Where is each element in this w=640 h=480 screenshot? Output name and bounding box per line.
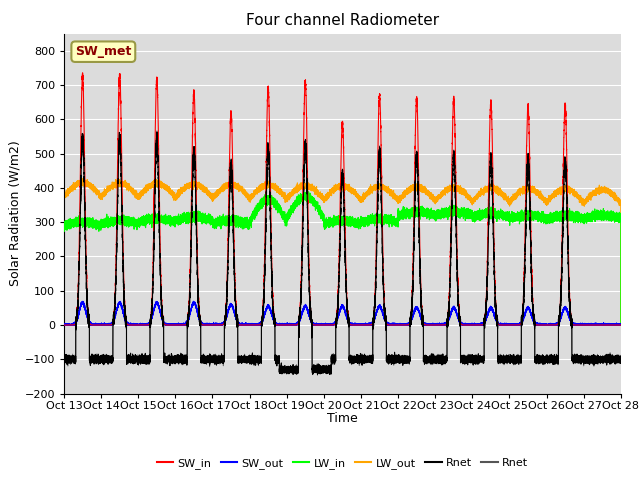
Y-axis label: Solar Radiation (W/m2): Solar Radiation (W/m2)	[9, 141, 22, 287]
Title: Four channel Radiometer: Four channel Radiometer	[246, 13, 439, 28]
Legend: SW_in, SW_out, LW_in, LW_out, Rnet, Rnet: SW_in, SW_out, LW_in, LW_out, Rnet, Rnet	[152, 453, 532, 473]
Text: SW_met: SW_met	[75, 45, 131, 58]
X-axis label: Time: Time	[327, 412, 358, 425]
